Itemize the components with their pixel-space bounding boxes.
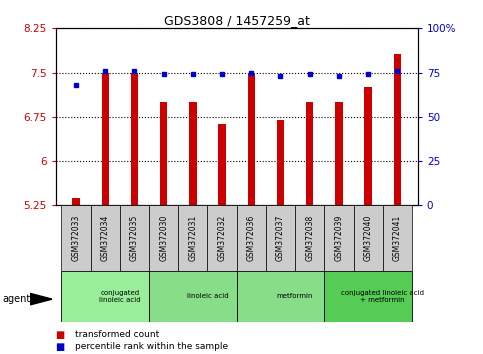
Bar: [91, 205, 120, 271]
Bar: [383, 205, 412, 271]
Bar: [208, 205, 237, 271]
Bar: [189, 102, 197, 205]
Text: GSM372032: GSM372032: [217, 215, 227, 261]
Bar: [295, 205, 324, 271]
Text: metformin: metformin: [277, 293, 313, 299]
Bar: [218, 124, 226, 205]
Text: conjugated
linoleic acid: conjugated linoleic acid: [99, 290, 141, 303]
Text: conjugated linoleic acid
+ metformin: conjugated linoleic acid + metformin: [341, 290, 424, 303]
Bar: [149, 205, 178, 271]
Bar: [149, 271, 237, 322]
Bar: [237, 271, 324, 322]
Bar: [324, 271, 412, 322]
Bar: [101, 73, 109, 205]
Text: GSM372040: GSM372040: [364, 215, 372, 261]
Bar: [266, 205, 295, 271]
Bar: [394, 54, 401, 205]
Bar: [324, 205, 354, 271]
Text: GSM372033: GSM372033: [71, 215, 81, 261]
Text: GSM372034: GSM372034: [101, 215, 110, 261]
Text: GSM372038: GSM372038: [305, 215, 314, 261]
Text: GSM372036: GSM372036: [247, 215, 256, 261]
Text: GSM372039: GSM372039: [334, 215, 343, 261]
Polygon shape: [30, 293, 52, 305]
Title: GDS3808 / 1457259_at: GDS3808 / 1457259_at: [164, 14, 310, 27]
Text: GSM372030: GSM372030: [159, 215, 168, 261]
Bar: [306, 102, 313, 205]
Bar: [160, 102, 167, 205]
Bar: [61, 271, 149, 322]
Text: transformed count: transformed count: [75, 330, 159, 339]
Bar: [61, 205, 91, 271]
Text: GSM372035: GSM372035: [130, 215, 139, 261]
Bar: [131, 73, 138, 205]
Text: ■: ■: [56, 342, 65, 352]
Text: GSM372031: GSM372031: [188, 215, 198, 261]
Bar: [248, 73, 255, 205]
Bar: [365, 87, 372, 205]
Text: agent: agent: [2, 294, 30, 304]
Bar: [354, 205, 383, 271]
Bar: [277, 120, 284, 205]
Text: GSM372041: GSM372041: [393, 215, 402, 261]
Text: ■: ■: [56, 330, 65, 339]
Bar: [178, 205, 208, 271]
Bar: [237, 205, 266, 271]
Bar: [120, 205, 149, 271]
Text: percentile rank within the sample: percentile rank within the sample: [75, 342, 228, 352]
Bar: [335, 102, 342, 205]
Text: linoleic acid: linoleic acid: [186, 293, 228, 299]
Bar: [72, 198, 80, 205]
Text: GSM372037: GSM372037: [276, 215, 285, 261]
